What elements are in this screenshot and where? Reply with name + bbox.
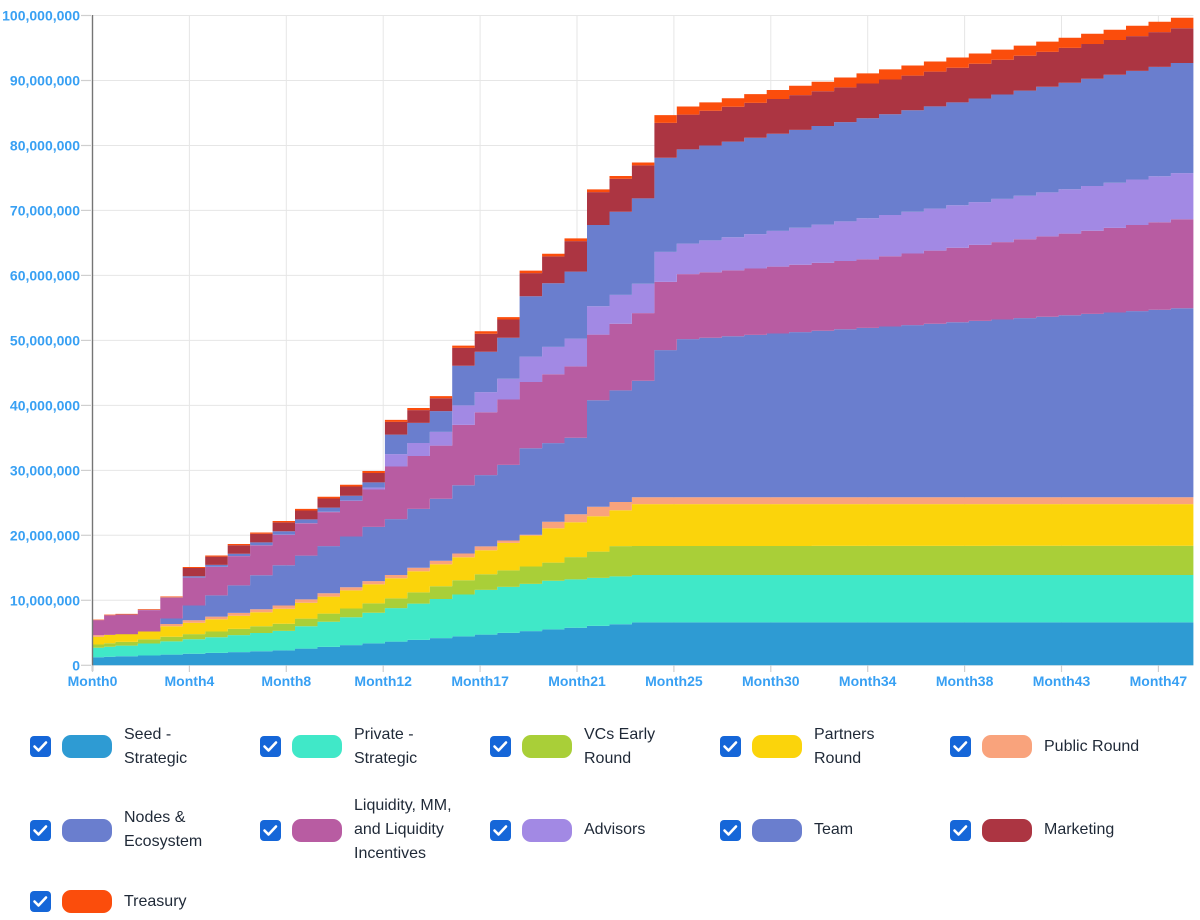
svg-text:90,000,000: 90,000,000: [10, 73, 80, 89]
svg-text:0: 0: [72, 657, 80, 673]
svg-text:20,000,000: 20,000,000: [10, 527, 80, 543]
svg-text:60,000,000: 60,000,000: [10, 267, 80, 283]
svg-text:Month12: Month12: [354, 673, 412, 689]
svg-text:50,000,000: 50,000,000: [10, 332, 80, 348]
svg-text:Month4: Month4: [165, 673, 215, 689]
svg-text:Month38: Month38: [936, 673, 994, 689]
svg-text:Month30: Month30: [742, 673, 800, 689]
svg-text:70,000,000: 70,000,000: [10, 202, 80, 218]
svg-text:Month43: Month43: [1033, 673, 1091, 689]
svg-text:10,000,000: 10,000,000: [10, 592, 80, 608]
svg-text:Month47: Month47: [1130, 673, 1188, 689]
svg-text:80,000,000: 80,000,000: [10, 138, 80, 154]
svg-text:Month21: Month21: [548, 673, 606, 689]
svg-text:Month0: Month0: [68, 673, 118, 689]
svg-text:100,000,000: 100,000,000: [2, 8, 80, 24]
svg-text:30,000,000: 30,000,000: [10, 462, 80, 478]
svg-text:40,000,000: 40,000,000: [10, 397, 80, 413]
svg-text:Month25: Month25: [645, 673, 703, 689]
svg-text:Month17: Month17: [451, 673, 509, 689]
svg-text:Month34: Month34: [839, 673, 897, 689]
svg-text:Month8: Month8: [261, 673, 311, 689]
